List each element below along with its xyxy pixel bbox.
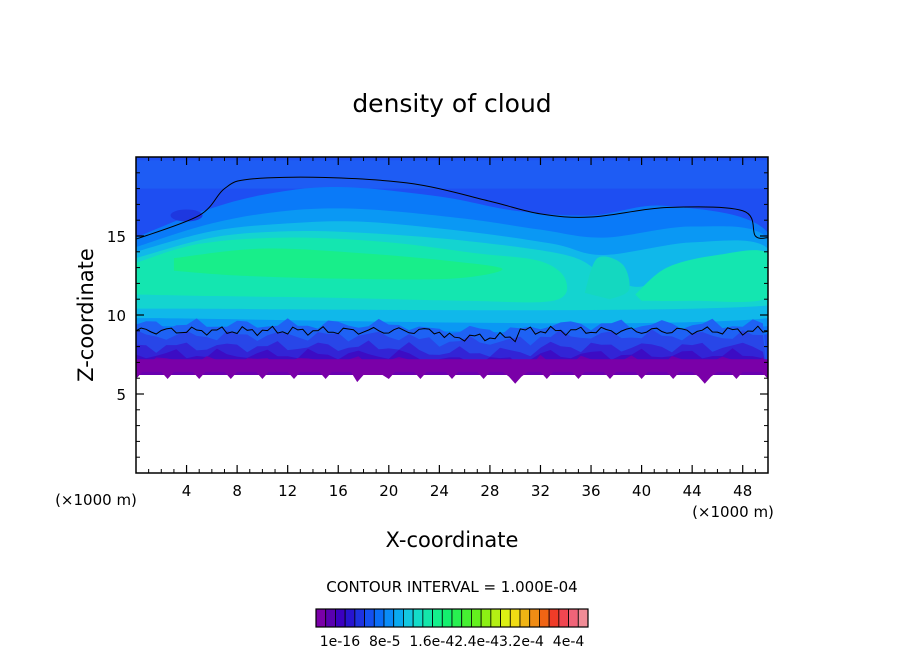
x-tick-label: 40 (632, 482, 651, 500)
band-right-lobe (635, 250, 768, 303)
x-tick-label: 16 (329, 482, 348, 500)
colorbar-swatch (509, 608, 521, 628)
band-notch (584, 256, 630, 300)
field-top-band (136, 160, 768, 189)
colorbar-swatch (403, 608, 414, 628)
y-tick-label: 5 (116, 386, 126, 404)
x-tick-label: 36 (581, 482, 600, 500)
x-tick-label: 44 (683, 482, 702, 500)
colorbar-swatch (471, 608, 482, 628)
x-unit-right: (×1000 m) (692, 503, 774, 521)
band-level-6 (173, 248, 503, 280)
colorbar-swatch (383, 608, 395, 628)
colorbar-swatch (344, 608, 356, 628)
x-tick-label: 4 (182, 482, 192, 500)
colorbar-swatch (519, 608, 531, 628)
x-tick-label: 12 (278, 482, 297, 500)
colorbar-swatch (373, 608, 385, 628)
colorbar-swatch (548, 608, 560, 628)
band-small-core (170, 209, 203, 222)
colorbar-swatch (393, 608, 404, 628)
x-tick-label: 32 (531, 482, 550, 500)
colorbar-swatch (568, 608, 579, 628)
contour-upper (136, 176, 768, 240)
band-base-edge (136, 359, 768, 384)
x-tick-label: 24 (430, 482, 449, 500)
x-tick-label: 48 (733, 482, 752, 500)
colorbar-swatch (354, 608, 365, 628)
colorbar-swatch (422, 608, 433, 628)
x-unit-left: (×1000 m) (55, 491, 137, 509)
colorbar-swatch (325, 608, 336, 628)
colorbar-frame (315, 608, 589, 628)
colorbar-swatch (412, 608, 424, 628)
y-axis-label: Z-coordinate (74, 248, 98, 382)
colorbar-swatch (529, 608, 540, 628)
x-tick-label: 8 (232, 482, 242, 500)
colorbar-swatch (315, 608, 327, 628)
colorbar-swatch (441, 608, 453, 628)
contour-interval-text: CONTOUR INTERVAL = 1.000E-04 (326, 578, 577, 596)
colorbar-swatch (461, 608, 472, 628)
colorbar-swatch (539, 608, 550, 628)
colorbar-tick-labels: 1e-16 8e-5 1.6e-42.4e-43.2e-4 4e-4 (320, 634, 585, 650)
colorbar-swatch (480, 608, 492, 628)
colorbar-swatch (577, 608, 589, 628)
chart-title: density of cloud (352, 89, 551, 118)
colorbar-swatch (500, 608, 511, 628)
colorbar (315, 608, 589, 628)
colorbar-swatch (490, 608, 501, 628)
colorbar-swatch (335, 608, 346, 628)
colorbar-swatch (558, 608, 569, 628)
y-tick-label: 10 (107, 307, 126, 325)
colorbar-swatch (432, 608, 443, 628)
colorbar-swatch (451, 608, 463, 628)
density-field (136, 157, 768, 384)
x-tick-label: 28 (480, 482, 499, 500)
colorbar-swatch (364, 608, 375, 628)
x-axis-label: X-coordinate (386, 528, 519, 552)
contour-lower (136, 325, 768, 343)
y-tick-label: 15 (107, 228, 126, 246)
x-tick-label: 20 (379, 482, 398, 500)
